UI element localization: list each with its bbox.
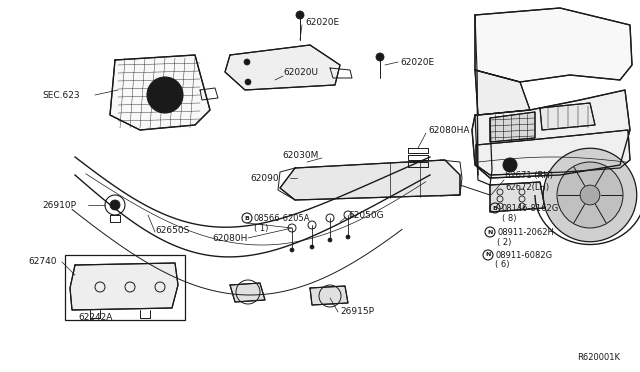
Text: 08566-6205A: 08566-6205A bbox=[254, 214, 310, 222]
Circle shape bbox=[245, 79, 251, 85]
Text: 08146-8162G: 08146-8162G bbox=[502, 203, 559, 212]
Polygon shape bbox=[280, 160, 460, 200]
Circle shape bbox=[346, 235, 350, 239]
Text: ( 6): ( 6) bbox=[495, 260, 509, 269]
Text: 08911-2062H: 08911-2062H bbox=[497, 228, 554, 237]
Text: 08911-6082G: 08911-6082G bbox=[495, 250, 552, 260]
Text: 62020U: 62020U bbox=[283, 67, 318, 77]
Circle shape bbox=[580, 185, 600, 205]
Circle shape bbox=[290, 248, 294, 252]
Text: ( 1): ( 1) bbox=[254, 224, 268, 232]
Text: 62671 (RH): 62671 (RH) bbox=[505, 170, 553, 180]
Polygon shape bbox=[475, 70, 530, 115]
Circle shape bbox=[543, 148, 637, 242]
Polygon shape bbox=[540, 103, 595, 130]
Text: ( 8): ( 8) bbox=[502, 214, 516, 222]
Text: 62090: 62090 bbox=[250, 173, 278, 183]
Text: ( 2): ( 2) bbox=[497, 237, 511, 247]
Circle shape bbox=[244, 59, 250, 65]
Polygon shape bbox=[310, 286, 348, 305]
Polygon shape bbox=[475, 8, 632, 82]
Text: 62030M: 62030M bbox=[282, 151, 318, 160]
Text: 62080HA: 62080HA bbox=[428, 125, 470, 135]
Text: 62650S: 62650S bbox=[155, 225, 189, 234]
Text: R620001K: R620001K bbox=[577, 353, 620, 362]
Text: 62672(LH): 62672(LH) bbox=[505, 183, 549, 192]
Text: 26915P: 26915P bbox=[340, 308, 374, 317]
Circle shape bbox=[147, 77, 183, 113]
Polygon shape bbox=[490, 182, 545, 212]
Text: B: B bbox=[244, 215, 250, 221]
Text: N: N bbox=[485, 253, 491, 257]
Polygon shape bbox=[225, 45, 340, 90]
Circle shape bbox=[328, 238, 332, 242]
Circle shape bbox=[110, 200, 120, 210]
Polygon shape bbox=[476, 130, 630, 175]
Text: 62050G: 62050G bbox=[348, 211, 383, 219]
Text: B: B bbox=[493, 205, 497, 211]
Text: 62740: 62740 bbox=[28, 257, 56, 266]
Polygon shape bbox=[490, 112, 535, 142]
Text: 26910P: 26910P bbox=[42, 201, 76, 209]
Text: N: N bbox=[487, 230, 493, 234]
Polygon shape bbox=[70, 263, 178, 310]
Circle shape bbox=[503, 158, 517, 172]
Polygon shape bbox=[110, 55, 210, 130]
Circle shape bbox=[296, 11, 304, 19]
Polygon shape bbox=[472, 90, 630, 178]
Text: 62080H: 62080H bbox=[212, 234, 248, 243]
Text: SEC.623: SEC.623 bbox=[42, 90, 79, 99]
Polygon shape bbox=[230, 283, 265, 302]
Circle shape bbox=[376, 53, 384, 61]
Text: 62020E: 62020E bbox=[305, 17, 339, 26]
Text: 62020E: 62020E bbox=[400, 58, 434, 67]
Circle shape bbox=[557, 162, 623, 228]
Text: 62242A: 62242A bbox=[78, 314, 113, 323]
Circle shape bbox=[310, 245, 314, 249]
